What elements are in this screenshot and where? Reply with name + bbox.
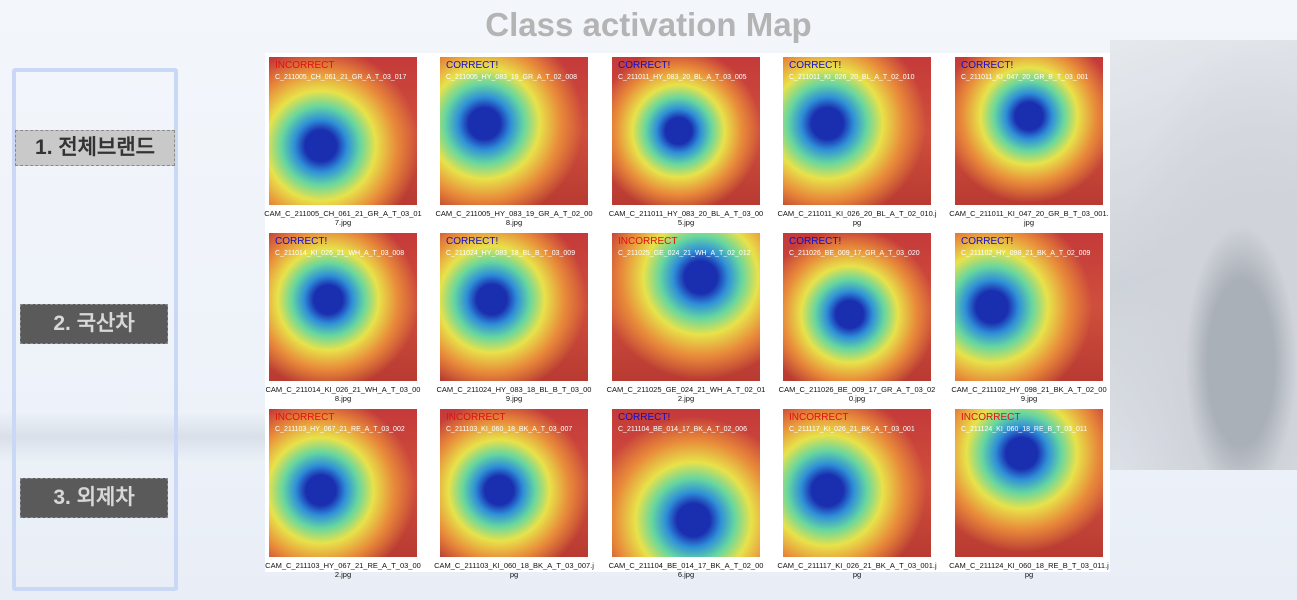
file-name: C_211124_KI_060_18_RE_B_T_03_011 (961, 426, 1088, 433)
file-name: C_211011_KI_026_20_BL_A_T_02_010 (789, 74, 915, 81)
status-label: CORRECT! (961, 60, 1014, 71)
caption: CAM_C_211102_HY_098_21_BK_A_T_02_009.jpg (951, 385, 1107, 403)
file-name: C_211025_GE_024_21_WH_A_T_02_012 (618, 250, 751, 257)
file-name: C_211117_KI_026_21_BK_A_T_03_001 (789, 426, 915, 433)
file-name: C_211005_CH_061_21_GR_A_T_03_017 (275, 74, 407, 81)
cam-image: CORRECT! C_211011_HY_083_20_BL_A_T_03_005 (612, 57, 760, 205)
status-label: CORRECT! (275, 236, 328, 247)
menu-button[interactable]: 3. 외제차 (20, 478, 168, 518)
file-name: C_211011_HY_083_20_BL_A_T_03_005 (618, 74, 747, 81)
cam-image: INCORRECT C_211117_KI_026_21_BK_A_T_03_00… (783, 409, 931, 557)
status-label: CORRECT! (961, 236, 1014, 247)
status-label: INCORRECT (446, 412, 506, 423)
sidebar (12, 68, 178, 591)
cam-image: INCORRECT C_211103_KI_060_18_BK_A_T_03_00… (440, 409, 588, 557)
caption: CAM_C_211025_GE_024_21_WH_A_T_02_012.jpg (606, 385, 766, 403)
file-name: C_211024_HY_083_18_BL_B_T_03_009 (446, 250, 576, 257)
file-name: C_211026_BE_009_17_GR_A_T_03_020 (789, 250, 920, 257)
cam-image: CORRECT! C_211011_KI_026_20_BL_A_T_02_010 (783, 57, 931, 205)
menu-button[interactable]: 1. 전체브랜드 (15, 130, 175, 166)
caption: CAM_C_211014_KI_026_21_WH_A_T_03_008.jpg (265, 385, 421, 403)
file-name: C_211014_KI_026_21_WH_A_T_03_008 (275, 250, 405, 257)
image-grid: INCORRECT C_211005_CH_061_21_GR_A_T_03_01… (264, 53, 1110, 579)
status-label: INCORRECT (961, 412, 1021, 423)
status-label: CORRECT! (789, 236, 842, 247)
cam-image: CORRECT! C_211102_HY_098_21_BK_A_T_02_009 (955, 233, 1103, 381)
cam-image: CORRECT! C_211011_KI_047_20_GR_B_T_03_001 (955, 57, 1103, 205)
caption: CAM_C_211005_HY_083_19_GR_A_T_02_008.jpg (435, 209, 593, 227)
page-title: Class activation Map (485, 6, 812, 43)
background-band (0, 412, 265, 462)
caption: CAM_C_211011_KI_047_20_GR_B_T_03_001.jpg (949, 209, 1109, 227)
cam-image: INCORRECT C_211103_HY_067_21_RE_A_T_03_00… (269, 409, 417, 557)
cam-image: CORRECT! C_211024_HY_083_18_BL_B_T_03_009 (440, 233, 588, 381)
caption: CAM_C_211011_HY_083_20_BL_A_T_03_005.jpg (608, 209, 764, 227)
cam-image: INCORRECT C_211124_KI_060_18_RE_B_T_03_01… (955, 409, 1103, 557)
cam-image: INCORRECT C_211005_CH_061_21_GR_A_T_03_01… (269, 57, 417, 205)
status-label: CORRECT! (618, 412, 671, 423)
status-label: INCORRECT (618, 236, 678, 247)
cam-image: CORRECT! C_211104_BE_014_17_BK_A_T_02_006 (612, 409, 760, 557)
file-name: C_211103_KI_060_18_BK_A_T_03_007 (446, 426, 573, 433)
file-name: C_211104_BE_014_17_BK_A_T_02_006 (618, 426, 747, 433)
caption: CAM_C_211026_BE_009_17_GR_A_T_03_020.jpg (778, 385, 936, 403)
file-name: C_211103_HY_067_21_RE_A_T_03_002 (275, 426, 405, 433)
status-label: CORRECT! (789, 60, 842, 71)
status-label: INCORRECT (275, 412, 335, 423)
caption: CAM_C_211104_BE_014_17_BK_A_T_02_006.jpg (608, 561, 764, 579)
menu-button[interactable]: 2. 국산차 (20, 304, 168, 344)
caption: CAM_C_211103_KI_060_18_BK_A_T_03_007.jpg (434, 561, 594, 579)
file-name: C_211005_HY_083_19_GR_A_T_02_008 (446, 74, 578, 81)
caption: CAM_C_211005_CH_061_21_GR_A_T_03_017.jpg (264, 209, 422, 227)
caption: CAM_C_211011_KI_026_20_BL_A_T_02_010.jpg (777, 209, 937, 227)
caption: CAM_C_211124_KI_060_18_RE_B_T_03_011.jpg (949, 561, 1109, 579)
caption: CAM_C_211117_KI_026_21_BK_A_T_03_001.jpg (777, 561, 937, 579)
status-label: INCORRECT (275, 60, 335, 71)
background-car (1110, 40, 1297, 470)
caption: CAM_C_211024_HY_083_18_BL_B_T_03_009.jpg (436, 385, 592, 403)
cam-image: CORRECT! C_211014_KI_026_21_WH_A_T_03_008 (269, 233, 417, 381)
status-label: CORRECT! (446, 60, 499, 71)
file-name: C_211011_KI_047_20_GR_B_T_03_001 (961, 74, 1089, 81)
status-label: CORRECT! (618, 60, 671, 71)
cam-image: CORRECT! C_211026_BE_009_17_GR_A_T_03_020 (783, 233, 931, 381)
caption: CAM_C_211103_HY_067_21_RE_A_T_03_002.jpg (265, 561, 421, 579)
file-name: C_211102_HY_098_21_BK_A_T_02_009 (961, 250, 1091, 257)
status-label: CORRECT! (446, 236, 499, 247)
cam-image: INCORRECT C_211025_GE_024_21_WH_A_T_02_01… (612, 233, 760, 381)
cam-image: CORRECT! C_211005_HY_083_19_GR_A_T_02_008 (440, 57, 588, 205)
status-label: INCORRECT (789, 412, 849, 423)
